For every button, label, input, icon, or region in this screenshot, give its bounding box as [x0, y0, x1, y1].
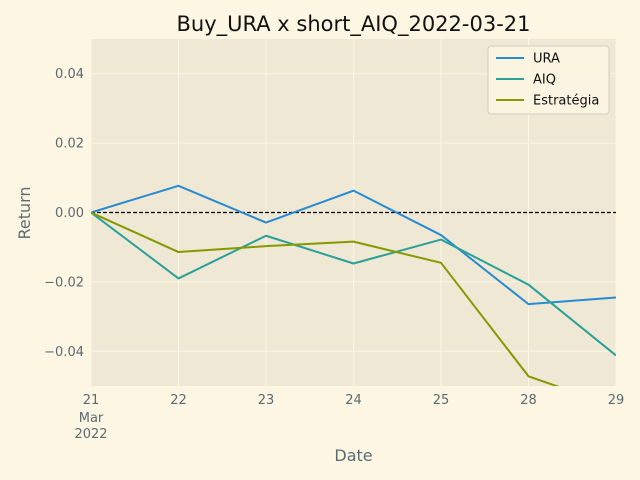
y-axis-label: Return — [15, 186, 34, 239]
legend-label: URA — [533, 52, 560, 67]
x-axis-label: Date — [334, 446, 372, 465]
x-tick-label: 25 — [433, 393, 450, 408]
series-line-1 — [91, 184, 616, 306]
x-tick-year-label: 2022 — [74, 427, 107, 442]
y-ticks: −0.04 −0.02 0.00 0.02 0.04 — [44, 67, 84, 360]
x-tick-label: 23 — [258, 393, 275, 408]
legend-label: Estratégia — [533, 94, 599, 109]
chart-title: Buy_URA x short_AIQ_2022-03-21 — [177, 12, 531, 37]
series-line-3 — [91, 211, 560, 386]
legend-box — [487, 45, 610, 115]
legend-label: AIQ — [533, 73, 556, 88]
x-tick-month-label: Mar — [79, 411, 104, 426]
x-tick-label: 29 — [608, 393, 625, 408]
y-tick-label: 0.00 — [55, 206, 84, 221]
y-tick-label: 0.02 — [55, 137, 84, 152]
series-line-2 — [91, 211, 616, 357]
x-tick-label: 22 — [170, 393, 187, 408]
y-tick-label: −0.04 — [44, 345, 84, 360]
series-group — [91, 184, 616, 386]
x-tick-label: 24 — [345, 393, 362, 408]
legend: URA AIQ Estratégia — [487, 45, 610, 115]
x-tick-label: 28 — [520, 393, 537, 408]
y-tick-label: −0.02 — [44, 275, 84, 290]
y-tick-label: 0.04 — [55, 67, 84, 82]
x-tick-label: 21 — [83, 393, 100, 408]
